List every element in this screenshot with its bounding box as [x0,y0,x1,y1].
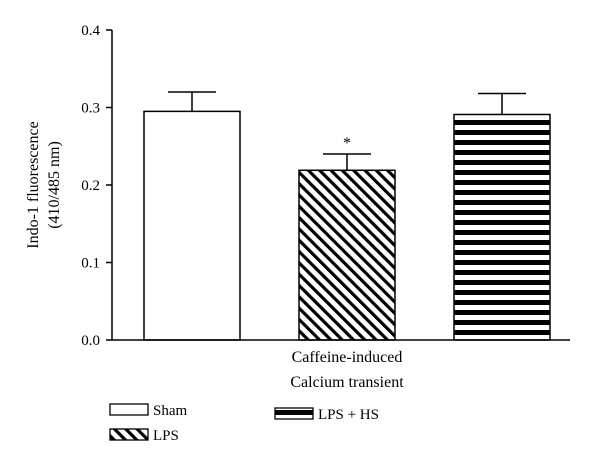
bar-lps [298,169,396,341]
x-axis-title-line-1: Caffeine-induced [292,349,403,366]
legend-item-lps-hs: LPS + HS [274,407,379,423]
legend-item-sham: Sham [109,403,188,419]
legend-item-lps: LPS [109,428,179,444]
legend-swatch [109,428,149,441]
y-tick-label: 0.3 [81,101,100,117]
significance-marker: * [343,135,351,152]
y-tick-label: 0.2 [81,178,100,194]
legend-swatch [274,407,314,420]
y-ticks: 0.0 0.1 0.2 0.3 0.4 [81,23,112,349]
x-axis-title-line-2: Calcium transient [290,374,404,391]
legend-label: Sham [153,403,188,419]
legend: Sham LPS LPS + HS [109,403,379,444]
y-tick-label: 0.4 [81,23,100,39]
bars [143,110,551,341]
error-bar-lps [323,153,371,171]
y-tick-label: 0.0 [81,333,100,349]
error-bar-sham [168,91,216,112]
legend-label: LPS [153,428,179,444]
legend-swatch [109,403,149,416]
legend-label: LPS + HS [318,407,379,423]
bar-lps-hs [453,113,551,341]
y-axis-title-line-2: (410/485 nm) [46,141,63,229]
y-axis-title-line-1: Indo-1 fluorescence [25,121,42,249]
bar-sham [143,110,241,341]
error-bars: * [168,91,526,171]
y-tick-label: 0.1 [81,256,100,272]
error-bar-lps-hs [478,92,526,115]
